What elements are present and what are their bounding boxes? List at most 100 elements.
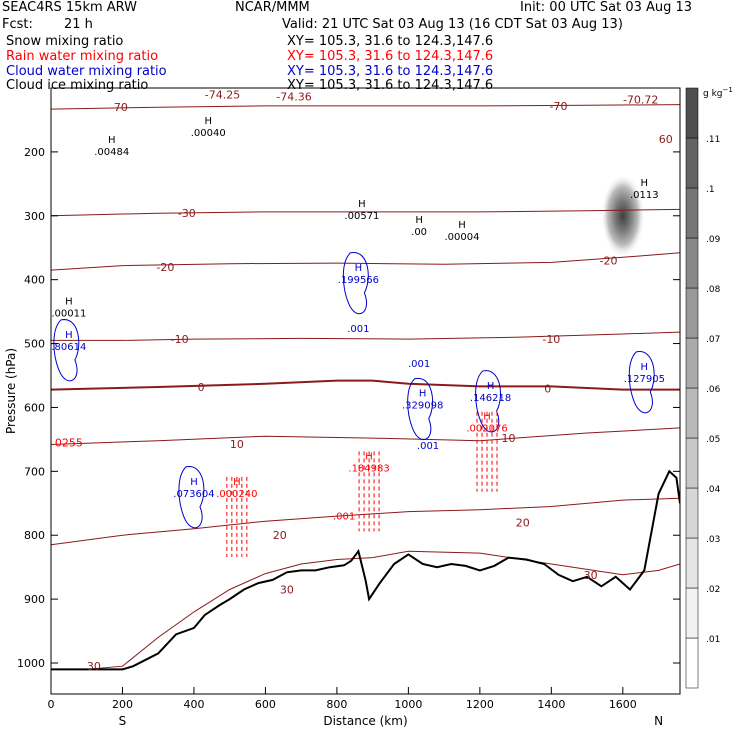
maximum-value: .001 (417, 441, 439, 452)
organization: NCAR/MMM (235, 0, 310, 15)
colorbar-cell (685, 187, 699, 239)
cloud-water-contour (53, 319, 80, 382)
maximum-value: .002076 (466, 424, 507, 435)
contour-label: -20 (156, 261, 174, 274)
maximum-marker: H (640, 178, 648, 189)
y-tick-label: 800 (24, 529, 45, 542)
isotherm--20 (51, 252, 680, 271)
x-tick-label: 200 (112, 698, 133, 711)
y-tick-label: 400 (24, 274, 45, 287)
field-snow-xy: XY= 105.3, 31.6 to 124.3,147.6 (287, 34, 494, 49)
maximum-marker: H (358, 199, 366, 210)
y-tick-label: 900 (24, 593, 45, 606)
isotherm--70 (51, 104, 680, 110)
isotherm-30 (86, 550, 680, 670)
colorbar-cell (685, 237, 699, 289)
x-axis-title: Distance (km) (323, 714, 407, 728)
isotherm-10 (51, 427, 680, 445)
maximum-marker: H (65, 297, 73, 308)
cloud-water-contour (407, 378, 434, 441)
maximum-marker: H (458, 220, 466, 231)
y-axis-title: Pressure (hPa) (4, 348, 18, 434)
maximum-value: .00571 (344, 211, 379, 222)
contour-label: -30 (178, 207, 196, 220)
maximum-value: .199566 (338, 275, 379, 286)
contour-label: 10 (230, 438, 244, 451)
contour-label: 20 (273, 529, 287, 542)
colorbar-level-label: .01 (706, 635, 720, 645)
isotherm--30 (51, 208, 680, 217)
model-title: SEAC4RS 15km ARW (2, 0, 138, 15)
contour-label: 0 (198, 381, 205, 394)
contour-label: -10 (542, 333, 560, 346)
maximum-value: .001 (408, 359, 430, 370)
colorbar-cell (685, 637, 699, 689)
colorbar-unit: g kg−1 (703, 86, 733, 99)
field-snow-name: Snow mixing ratio (6, 34, 124, 49)
x-tick-label: 800 (326, 698, 347, 711)
maximum-value: .00040 (191, 128, 226, 139)
south-label: S (119, 714, 127, 728)
maximum-marker: H (487, 381, 495, 392)
colorbar-level-label: .02 (706, 585, 720, 595)
colorbar-cell (685, 387, 699, 439)
x-tick-label: 0 (48, 698, 55, 711)
maximum-value: .00004 (444, 232, 479, 243)
maximum-marker: H (365, 451, 373, 462)
y-tick-label: 700 (24, 465, 45, 478)
y-tick-label: 500 (24, 338, 45, 351)
maximum-value: .329098 (402, 401, 443, 412)
cloud-water-contour (475, 370, 502, 433)
colorbar-cell (685, 137, 699, 189)
contour-label: 30 (584, 569, 598, 582)
maximum-value: .00 (411, 227, 427, 238)
plot-frame (50, 87, 681, 695)
north-label: N (654, 714, 663, 728)
colorbar-level-label: .06 (706, 385, 721, 395)
colorbar-level-label: .04 (706, 485, 721, 495)
colorbar-level-label: .07 (706, 335, 720, 345)
colorbar-cell (685, 537, 699, 589)
maximum-marker: H (415, 215, 423, 226)
colorbar-level-label: .1 (706, 185, 715, 195)
cloud-ice-shading (600, 173, 645, 258)
y-tick-label: 600 (24, 401, 45, 414)
x-tick-label: 1000 (394, 698, 422, 711)
contour-label: -10 (171, 333, 189, 346)
maximum-value: .001 (333, 511, 355, 522)
colorbar-unit-exponent: −1 (723, 86, 733, 94)
forecast-hours: 21 h (64, 17, 93, 32)
colorbar-level-label: .09 (706, 235, 721, 245)
contour-label: 20 (516, 516, 530, 529)
maximum-marker: H (640, 362, 648, 373)
cloud-water-contour (628, 351, 655, 414)
field-cloudice-name: Cloud ice mixing ratio (6, 78, 149, 93)
maximum-marker: H (483, 412, 491, 423)
contour-label: -20 (600, 255, 618, 268)
maximum-value: .073604 (173, 489, 214, 500)
isotherm-0 (51, 379, 680, 391)
colorbar-level-label: .08 (706, 285, 721, 295)
y-tick-label: 300 (24, 210, 45, 223)
contour-label: 30 (87, 660, 101, 673)
colorbar-cell (685, 287, 699, 339)
x-tick-label: 1200 (466, 698, 494, 711)
field-rain-name: Rain water mixing ratio (6, 49, 159, 64)
maximum-value: .146218 (470, 393, 511, 404)
field-cloudwater-xy: XY= 105.3, 31.6 to 124.3,147.6 (287, 64, 494, 79)
contour-label: 30 (280, 584, 294, 597)
maximum-marker: H (65, 330, 73, 341)
isotherm-20 (51, 497, 680, 546)
isotherm--10 (51, 331, 680, 341)
init-time: Init: 00 UTC Sat 03 Aug 13 (520, 0, 693, 15)
colorbar-level-label: .03 (706, 535, 720, 545)
maximum-value: .000240 (216, 489, 257, 500)
maximum-value: .00484 (94, 147, 129, 158)
field-cloudwater-name: Cloud water mixing ratio (6, 64, 167, 79)
maximum-marker: H (108, 135, 116, 146)
maximum-value: .184983 (348, 463, 389, 474)
colorbar-level-label: .05 (706, 435, 720, 445)
terrain-line (51, 469, 680, 671)
contour-label: -70 (110, 101, 128, 114)
